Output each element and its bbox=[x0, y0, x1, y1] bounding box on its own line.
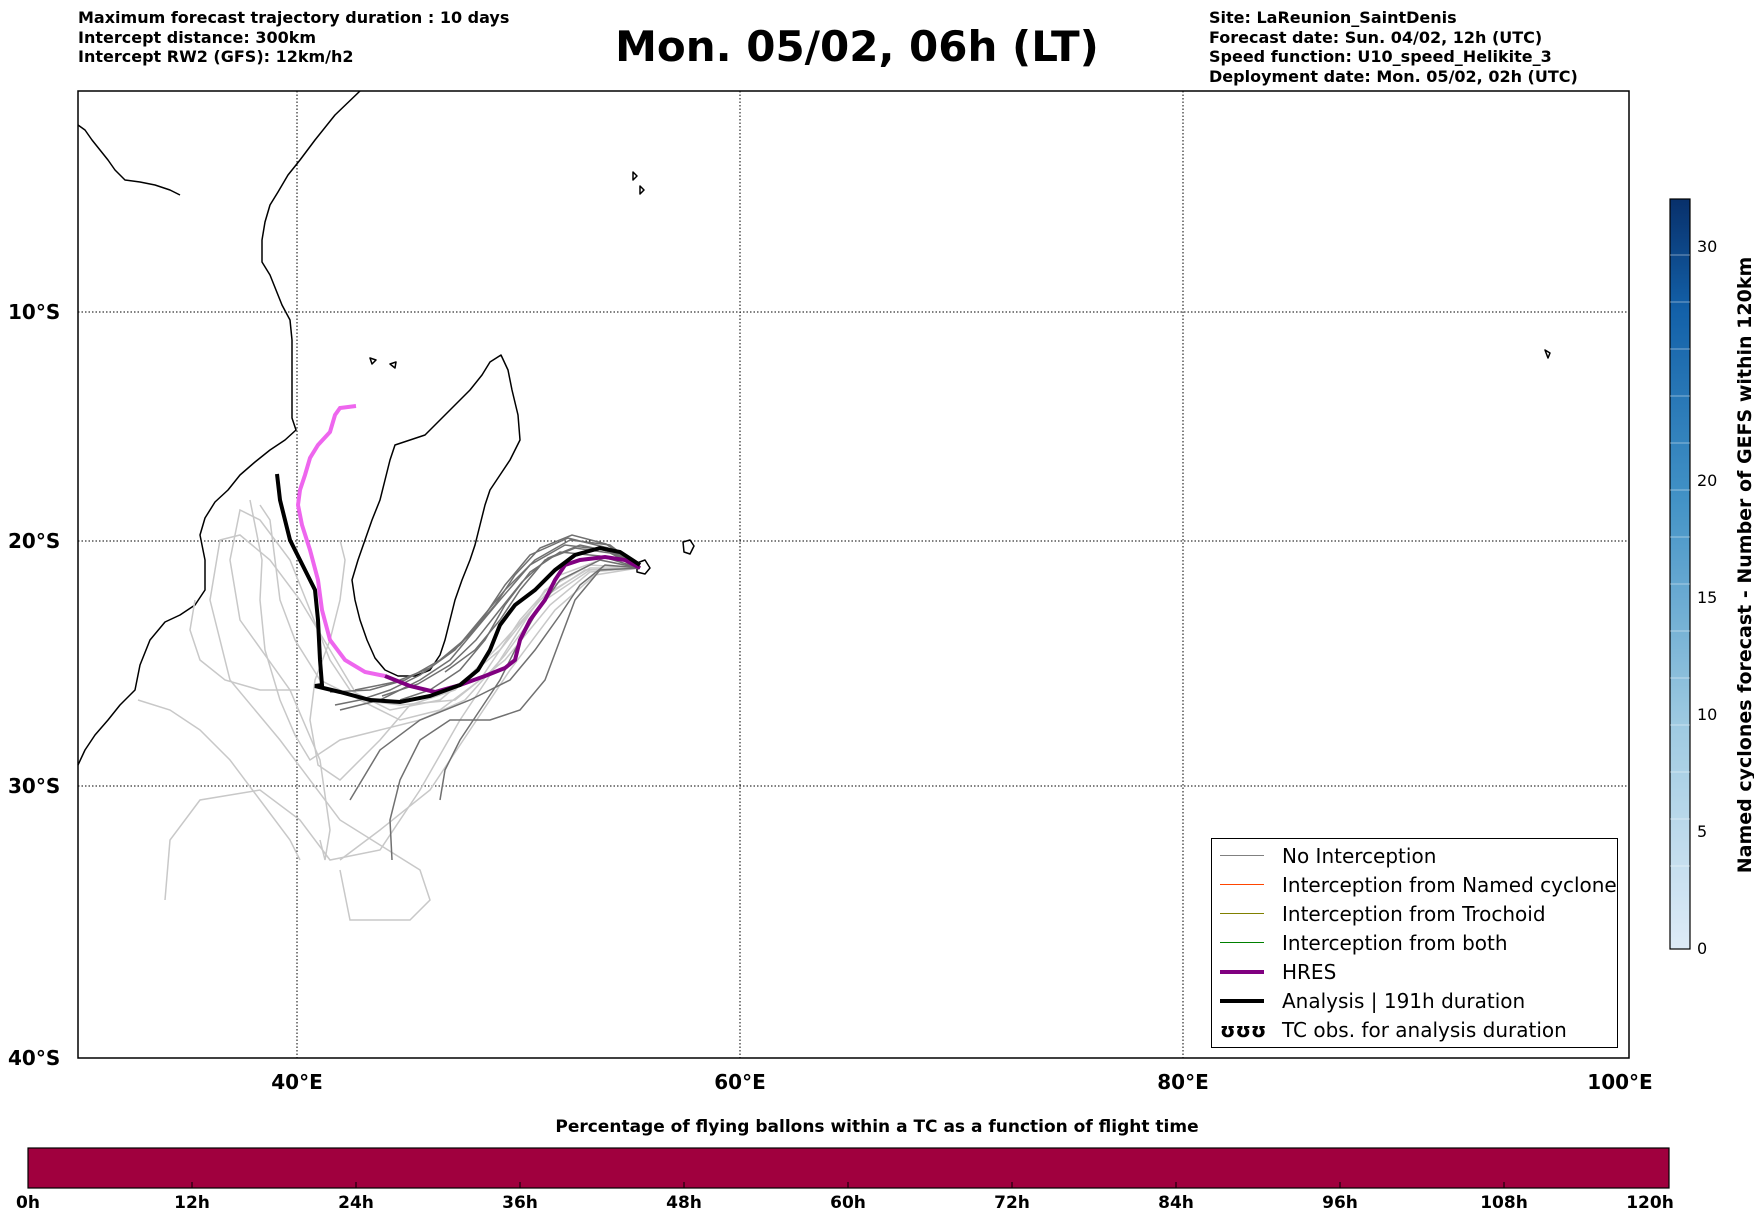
bottom-colorbar-title: Percentage of flying ballons within a TC… bbox=[555, 1117, 1199, 1137]
colorbar-label: Named cyclones forecast - Number of GEFS… bbox=[1734, 256, 1754, 874]
coastlines bbox=[77, 90, 1551, 766]
named-cyclone-colorbar bbox=[1669, 198, 1691, 950]
colorbar-bands bbox=[1670, 254, 1690, 867]
legend-item-tc-obs: ʊʊʊ TC obs. for analysis duration bbox=[1220, 1017, 1567, 1042]
colorbar-label-wrap: Named cyclones forecast - Number of GEFS… bbox=[1730, 190, 1754, 940]
lon-label-80e: 80°E bbox=[1157, 1070, 1209, 1094]
speed-function-text: Speed function: U10_speed_Helikite_3 bbox=[1209, 47, 1552, 66]
reunion-outline bbox=[636, 559, 651, 575]
bottom-tick-0h: 0h bbox=[16, 1193, 40, 1213]
bottom-colorbar-ticks bbox=[191, 1182, 1505, 1188]
hres-early-track bbox=[295, 404, 386, 678]
bottom-tick-36h: 36h bbox=[502, 1193, 538, 1213]
africa-coastline bbox=[77, 90, 361, 766]
lat-label-30s: 30°S bbox=[8, 774, 61, 798]
max-duration-text: Maximum forecast trajectory duration : 1… bbox=[78, 8, 510, 27]
colorbar-tick-10: 10 bbox=[1697, 705, 1718, 724]
chagos-outline bbox=[1544, 349, 1551, 359]
colorbar-tick-15: 15 bbox=[1697, 588, 1718, 607]
bottom-tick-24h: 24h bbox=[338, 1193, 374, 1213]
map-title: Mon. 05/02, 06h (LT) bbox=[615, 22, 1099, 71]
legend-item-both: Interception from both bbox=[1220, 928, 1508, 957]
bottom-tick-120h: 120h bbox=[1626, 1193, 1674, 1213]
seychelles-outline bbox=[632, 171, 645, 195]
no-interception-tracks bbox=[329, 534, 641, 861]
legend: No Interception Interception from Named … bbox=[1211, 838, 1618, 1048]
gridlines bbox=[78, 91, 1629, 1058]
lat-label-10s: 10°S bbox=[8, 300, 61, 324]
forecast-date-text: Forecast date: Sun. 04/02, 12h (UTC) bbox=[1209, 27, 1543, 47]
mauritius-outline bbox=[682, 539, 695, 555]
legend-item-named-cyclone: Interception from Named cyclone bbox=[1220, 870, 1617, 899]
colorbar-tick-20: 20 bbox=[1697, 471, 1718, 490]
lon-label-40e: 40°E bbox=[271, 1070, 323, 1094]
legend-item-hres: HRES bbox=[1220, 957, 1336, 986]
bottom-tick-12h: 12h bbox=[174, 1193, 210, 1213]
colorbar-tick-30: 30 bbox=[1697, 237, 1718, 256]
legend-item-analysis: Analysis | 191h duration bbox=[1220, 986, 1525, 1015]
analysis-track bbox=[275, 473, 642, 705]
header-info-left: Maximum forecast trajectory duration : 1… bbox=[78, 8, 509, 67]
header-info-right: Site: LaReunion_SaintDenis Forecast date… bbox=[1209, 8, 1578, 86]
site-text: Site: LaReunion_SaintDenis bbox=[1209, 8, 1457, 27]
comoros-outline bbox=[369, 357, 397, 369]
colorbar-tick-5: 5 bbox=[1697, 822, 1708, 841]
deployment-date-text: Deployment date: Mon. 05/02, 02h (UTC) bbox=[1209, 66, 1578, 86]
lon-label-100e: 100°E bbox=[1587, 1070, 1653, 1094]
lat-label-20s: 20°S bbox=[8, 529, 61, 553]
intercept-rw2-text: Intercept RW2 (GFS): 12km/h2 bbox=[78, 47, 354, 66]
bottom-tick-60h: 60h bbox=[830, 1193, 866, 1213]
bottom-tick-48h: 48h bbox=[666, 1193, 702, 1213]
lat-label-40s: 40°S bbox=[8, 1046, 61, 1070]
bottom-tick-96h: 96h bbox=[1322, 1193, 1358, 1213]
legend-item-trochoid: Interception from Trochoid bbox=[1220, 899, 1546, 928]
colorbar-tick-0: 0 bbox=[1697, 939, 1708, 958]
intercept-distance-text: Intercept distance: 300km bbox=[78, 27, 317, 47]
bottom-tick-108h: 108h bbox=[1480, 1193, 1528, 1213]
bottom-tick-84h: 84h bbox=[1158, 1193, 1194, 1213]
lon-label-60e: 60°E bbox=[714, 1070, 766, 1094]
legend-item-no-interception: No Interception bbox=[1220, 841, 1436, 870]
madagascar-coastline bbox=[351, 354, 521, 677]
bottom-colorbar bbox=[27, 1147, 1670, 1189]
tc-obs-symbol-icon: ʊʊʊ bbox=[1220, 1017, 1267, 1042]
arabia-coastline bbox=[77, 124, 181, 196]
bottom-tick-72h: 72h bbox=[994, 1193, 1030, 1213]
